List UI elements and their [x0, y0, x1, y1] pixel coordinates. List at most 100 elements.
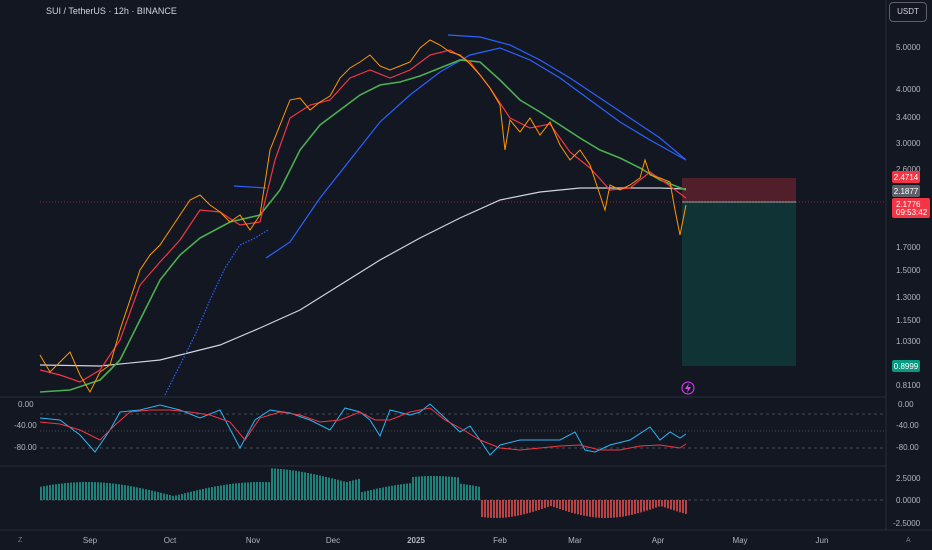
- chart-title: SUI / TetherUS · 12h · BINANCE: [46, 6, 177, 16]
- histogram-bar: [130, 486, 132, 500]
- histogram-bar: [364, 491, 366, 500]
- price-tick: 2.6000: [896, 165, 921, 174]
- timezone-left-label[interactable]: Z: [18, 537, 23, 544]
- histogram-bar: [193, 490, 195, 500]
- histogram-bar: [658, 500, 660, 507]
- histogram-bar: [64, 483, 66, 500]
- histogram-bar: [214, 486, 216, 500]
- lightning-icon[interactable]: [681, 381, 695, 395]
- histogram-bar: [238, 483, 240, 500]
- histogram-bar: [331, 478, 333, 500]
- histogram-bar: [424, 476, 426, 500]
- ema-fast-line: [39, 49, 687, 383]
- time-label: Nov: [246, 536, 260, 545]
- stop-loss-zone[interactable]: [682, 178, 796, 202]
- oscillator-d-line: [39, 407, 687, 451]
- histogram-bar: [58, 483, 60, 500]
- take-profit-zone[interactable]: [682, 202, 796, 366]
- histogram-bar: [235, 483, 237, 500]
- histogram-bar: [391, 485, 393, 500]
- histogram-bar: [172, 495, 174, 500]
- histogram-bar: [109, 483, 111, 500]
- histogram-bar: [583, 500, 585, 516]
- histogram-bar: [337, 479, 339, 500]
- histogram-bar: [67, 482, 69, 500]
- currency-button[interactable]: USDT: [889, 2, 927, 22]
- oscillator-k-line: [39, 403, 687, 456]
- histogram-bar: [457, 477, 459, 500]
- histogram-bar: [124, 485, 126, 500]
- histogram-bar: [121, 484, 123, 500]
- svg-text:2.1877: 2.1877: [894, 187, 919, 196]
- histogram-bar: [85, 482, 87, 500]
- price-tick: 1.7000: [896, 243, 921, 252]
- svg-text:0.8999: 0.8999: [894, 362, 919, 371]
- histogram-bar: [613, 500, 615, 518]
- histogram-bar: [592, 500, 594, 518]
- histogram-bar: [94, 482, 96, 500]
- histogram-bar: [169, 495, 171, 500]
- svg-text:0.00: 0.00: [18, 400, 34, 409]
- svg-text:-80.00: -80.00: [14, 443, 37, 452]
- histogram-bar: [496, 500, 498, 518]
- histogram-bar: [322, 476, 324, 500]
- price-badge-stop: 2.4714: [892, 171, 920, 183]
- histogram-bar: [601, 500, 603, 518]
- histogram-bar: [415, 476, 417, 500]
- histogram-bar: [304, 472, 306, 500]
- histogram-bar: [439, 476, 441, 500]
- histogram-bar: [556, 500, 558, 509]
- price-tick: 1.5000: [896, 266, 921, 275]
- histogram-bar: [79, 482, 81, 500]
- histogram-bar: [607, 500, 609, 518]
- histogram-bar: [163, 493, 165, 500]
- histogram-bar: [541, 500, 543, 509]
- histogram-bar: [619, 500, 621, 518]
- histogram-bar: [388, 486, 390, 500]
- histogram-bar: [259, 482, 261, 500]
- histogram-bar: [643, 500, 645, 512]
- histogram-bar: [196, 490, 198, 500]
- histogram-bar: [505, 500, 507, 518]
- time-axis[interactable]: Sep Oct Nov Dec 2025 Feb Mar Apr May Jun: [83, 536, 829, 545]
- histogram-bar: [229, 484, 231, 500]
- timezone-right-label[interactable]: A: [906, 537, 911, 544]
- time-label: May: [732, 536, 747, 545]
- histogram-bar: [46, 485, 48, 500]
- histogram-bar: [520, 500, 522, 516]
- histogram-bar: [445, 476, 447, 500]
- histogram-bar: [487, 500, 489, 518]
- histogram-bar: [433, 476, 435, 500]
- histogram-bar: [349, 481, 351, 500]
- histogram-bar: [622, 500, 624, 517]
- histogram-bar: [616, 500, 618, 518]
- histogram-bar: [406, 483, 408, 500]
- histogram-bar: [292, 470, 294, 500]
- time-label: Apr: [652, 536, 665, 545]
- histogram-bar: [490, 500, 492, 518]
- histogram-bar: [499, 500, 501, 518]
- histogram-bar: [637, 500, 639, 514]
- histogram-bar: [571, 500, 573, 513]
- histogram-bar: [544, 500, 546, 508]
- histogram-bar: [379, 488, 381, 500]
- histogram-bar: [568, 500, 570, 512]
- histogram-bar: [181, 493, 183, 500]
- histogram-bar: [670, 500, 672, 510]
- histogram-bar: [316, 474, 318, 500]
- price-badge-ma: 2.1877: [892, 185, 920, 197]
- svg-text:-40.00: -40.00: [14, 421, 37, 430]
- histogram-bar: [493, 500, 495, 518]
- histogram-bar: [43, 486, 45, 500]
- histogram-bar: [559, 500, 561, 510]
- histogram-bar: [118, 484, 120, 500]
- histogram-bar: [139, 487, 141, 500]
- histogram-bar: [127, 485, 129, 500]
- histogram-bar: [232, 483, 234, 500]
- histogram-bar: [91, 482, 93, 500]
- histogram-bar: [301, 471, 303, 500]
- histogram-bar: [682, 500, 684, 514]
- histogram-bar: [418, 476, 420, 500]
- histogram-bar: [205, 488, 207, 500]
